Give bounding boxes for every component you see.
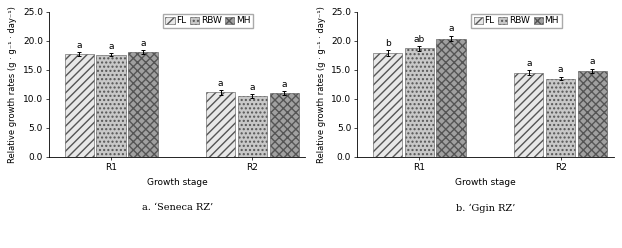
Text: ab: ab bbox=[414, 35, 425, 44]
X-axis label: Growth stage: Growth stage bbox=[147, 178, 208, 187]
Text: a: a bbox=[108, 42, 114, 51]
Text: a: a bbox=[77, 40, 82, 50]
Bar bbox=[238, 96, 267, 157]
Bar bbox=[437, 38, 466, 157]
Text: a: a bbox=[558, 65, 564, 74]
Text: a: a bbox=[218, 79, 223, 88]
Text: a: a bbox=[282, 80, 287, 89]
Bar bbox=[206, 93, 235, 157]
Text: b. ‘Ggin RZ’: b. ‘Ggin RZ’ bbox=[456, 203, 515, 213]
Bar bbox=[128, 52, 157, 157]
Bar bbox=[96, 55, 126, 157]
Y-axis label: Relative growth rates (g · g⁻¹ · day⁻¹): Relative growth rates (g · g⁻¹ · day⁻¹) bbox=[8, 6, 17, 163]
Bar bbox=[546, 79, 575, 157]
Legend: FL, RBW, MH: FL, RBW, MH bbox=[163, 14, 253, 28]
Bar bbox=[514, 73, 544, 157]
Text: a: a bbox=[249, 83, 255, 92]
Y-axis label: Relative growth rates (g · g⁻¹ · day⁻¹): Relative growth rates (g · g⁻¹ · day⁻¹) bbox=[317, 6, 325, 163]
X-axis label: Growth stage: Growth stage bbox=[455, 178, 516, 187]
Bar bbox=[405, 48, 434, 157]
Text: a. ‘Seneca RZ’: a. ‘Seneca RZ’ bbox=[142, 203, 213, 212]
Bar bbox=[65, 54, 94, 157]
Text: a: a bbox=[140, 39, 146, 48]
Text: a: a bbox=[526, 59, 532, 68]
Bar bbox=[269, 93, 299, 157]
Text: b: b bbox=[384, 39, 391, 48]
Text: a: a bbox=[590, 57, 595, 66]
Bar bbox=[373, 53, 402, 157]
Bar bbox=[578, 71, 607, 157]
Text: a: a bbox=[448, 24, 454, 33]
Legend: FL, RBW, MH: FL, RBW, MH bbox=[471, 14, 562, 28]
